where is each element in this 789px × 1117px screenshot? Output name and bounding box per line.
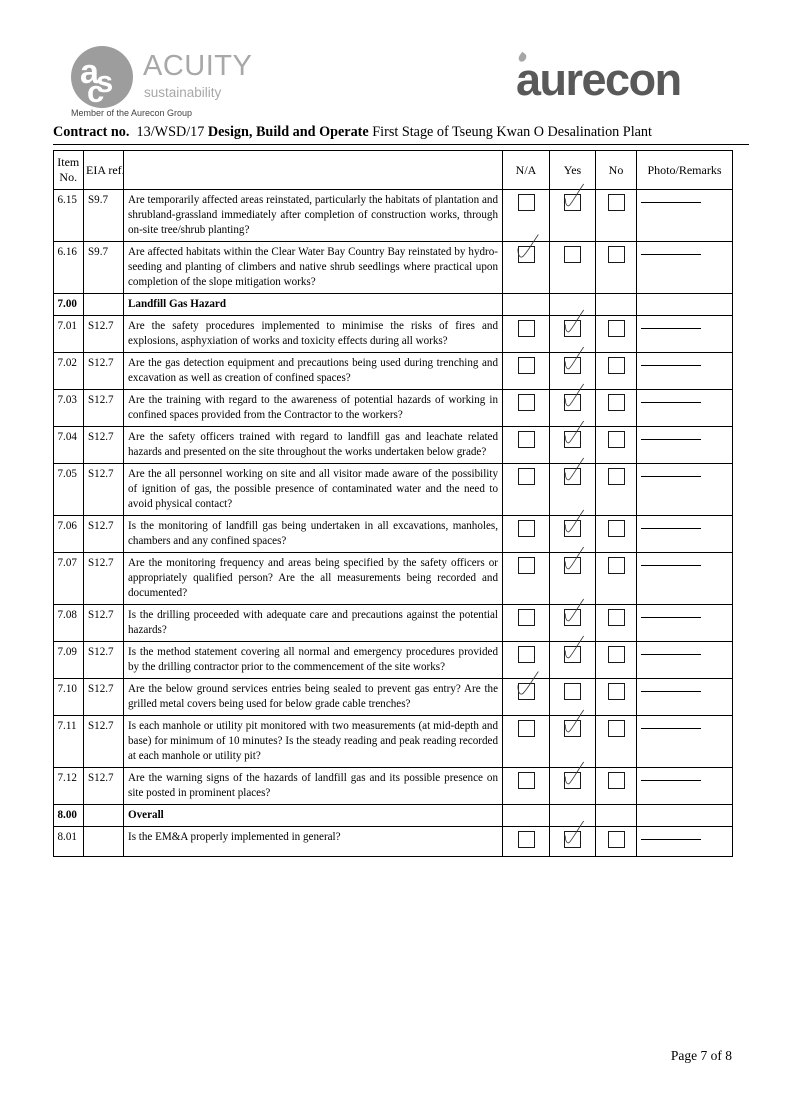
svg-text:c: c (87, 74, 104, 108)
